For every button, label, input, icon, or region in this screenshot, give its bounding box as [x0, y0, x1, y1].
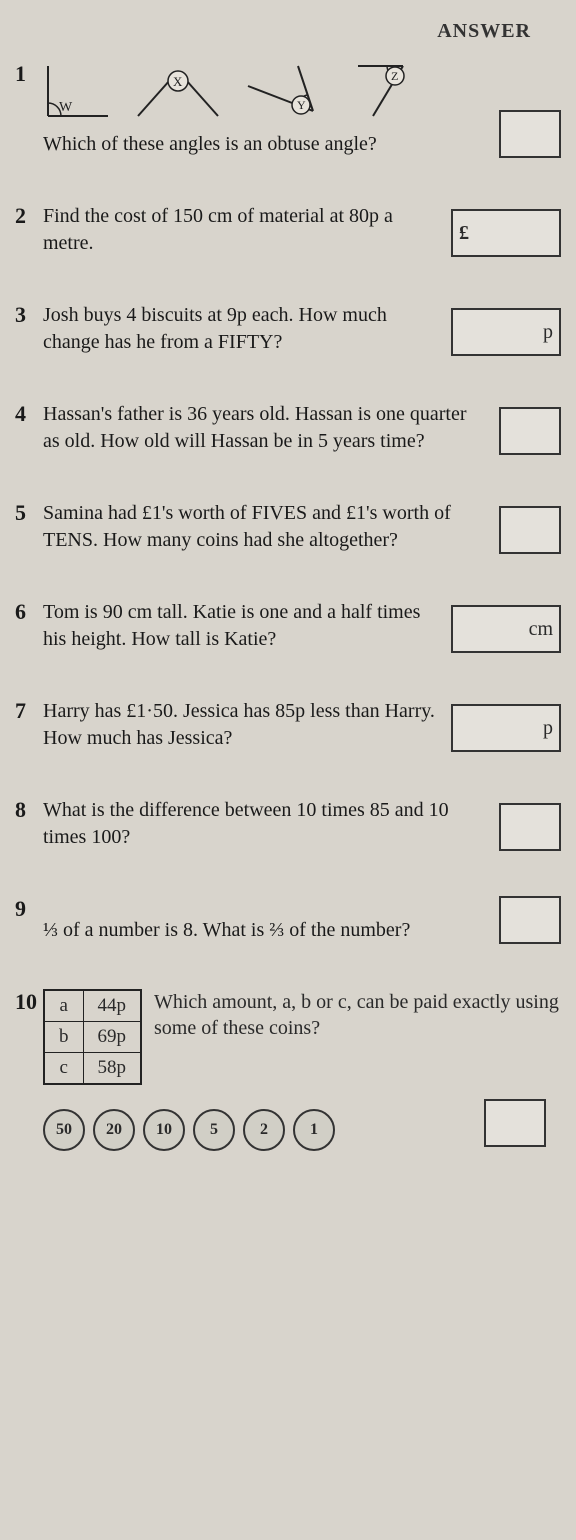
question-9: 9 ⅓ of a number is 8. What is ⅔ of the n…: [15, 896, 561, 944]
qnum: 7: [15, 698, 43, 724]
qnum: 3: [15, 302, 43, 328]
question-7: 7 Harry has £1·50. Jessica has 85p less …: [15, 698, 561, 752]
question-4: 4 Hassan's father is 36 years old. Hassa…: [15, 401, 561, 455]
answer-box[interactable]: [499, 506, 561, 554]
question-10: 10 a44p b69p c58p Which amount, a, b or …: [15, 989, 561, 1085]
question-text: Which amount, a, b or c, can be paid exa…: [154, 989, 561, 1041]
angle-diagrams: W X Y: [43, 61, 487, 121]
table-row: a44p: [44, 990, 141, 1022]
coin-icon: 5: [193, 1109, 235, 1151]
qnum: 2: [15, 203, 43, 229]
answer-box[interactable]: [499, 896, 561, 944]
question-text: Hassan's father is 36 years old. Hassan …: [43, 401, 487, 455]
svg-text:Z: Z: [391, 69, 398, 83]
question-text: ⅓ of a number is 8. What is ⅔ of the num…: [43, 917, 487, 944]
qnum: 8: [15, 797, 43, 823]
qnum: 5: [15, 500, 43, 526]
table-row: b69p: [44, 1022, 141, 1053]
answer-header: ANSWER: [15, 20, 561, 43]
pound-prefix: £: [453, 222, 469, 245]
answer-box[interactable]: £: [451, 209, 561, 257]
coin-icon: 2: [243, 1109, 285, 1151]
question-8: 8 What is the difference between 10 time…: [15, 797, 561, 851]
question-3: 3 Josh buys 4 biscuits at 9p each. How m…: [15, 302, 561, 356]
question-2: 2 Find the cost of 150 cm of material at…: [15, 203, 561, 257]
angle-x-icon: X: [133, 61, 223, 121]
question-text: Samina had £1's worth of FIVES and £1's …: [43, 500, 487, 554]
qnum: 10: [15, 989, 43, 1015]
angle-w-icon: W: [43, 61, 113, 121]
answer-box[interactable]: [499, 110, 561, 158]
svg-text:W: W: [59, 100, 73, 115]
coin-icon: 1: [293, 1109, 335, 1151]
question-text: What is the difference between 10 times …: [43, 797, 487, 851]
answer-box[interactable]: [499, 803, 561, 851]
answer-box[interactable]: p: [451, 308, 561, 356]
question-6: 6 Tom is 90 cm tall. Katie is one and a …: [15, 599, 561, 653]
cm-suffix: cm: [529, 618, 559, 641]
pence-suffix: p: [543, 717, 559, 740]
coin-icon: 10: [143, 1109, 185, 1151]
question-text: W X Y: [43, 61, 487, 158]
question-text: Tom is 90 cm tall. Katie is one and a ha…: [43, 599, 439, 653]
answer-box[interactable]: [484, 1099, 546, 1147]
question-text: Find the cost of 150 cm of material at 8…: [43, 203, 439, 257]
question-text: Josh buys 4 biscuits at 9p each. How muc…: [43, 302, 439, 356]
answer-box[interactable]: p: [451, 704, 561, 752]
amounts-table: a44p b69p c58p: [43, 989, 142, 1085]
svg-text:Y: Y: [297, 98, 306, 112]
question-text: Harry has £1·50. Jessica has 85p less th…: [43, 698, 439, 752]
table-row: c58p: [44, 1053, 141, 1085]
q1-text: Which of these angles is an obtuse angle…: [43, 133, 377, 155]
question-1: 1 W X: [15, 61, 561, 158]
answer-box[interactable]: cm: [451, 605, 561, 653]
qnum: 9: [15, 896, 43, 922]
angle-y-icon: Y: [243, 61, 333, 121]
qnum: 4: [15, 401, 43, 427]
qnum: 6: [15, 599, 43, 625]
coin-icon: 50: [43, 1109, 85, 1151]
coin-icon: 20: [93, 1109, 135, 1151]
pence-suffix: p: [543, 321, 559, 344]
coins-row: 50 20 10 5 2 1: [43, 1109, 484, 1151]
angle-z-icon: Z: [353, 61, 423, 121]
qnum: 1: [15, 61, 43, 87]
svg-text:X: X: [173, 74, 183, 89]
answer-box[interactable]: [499, 407, 561, 455]
question-5: 5 Samina had £1's worth of FIVES and £1'…: [15, 500, 561, 554]
